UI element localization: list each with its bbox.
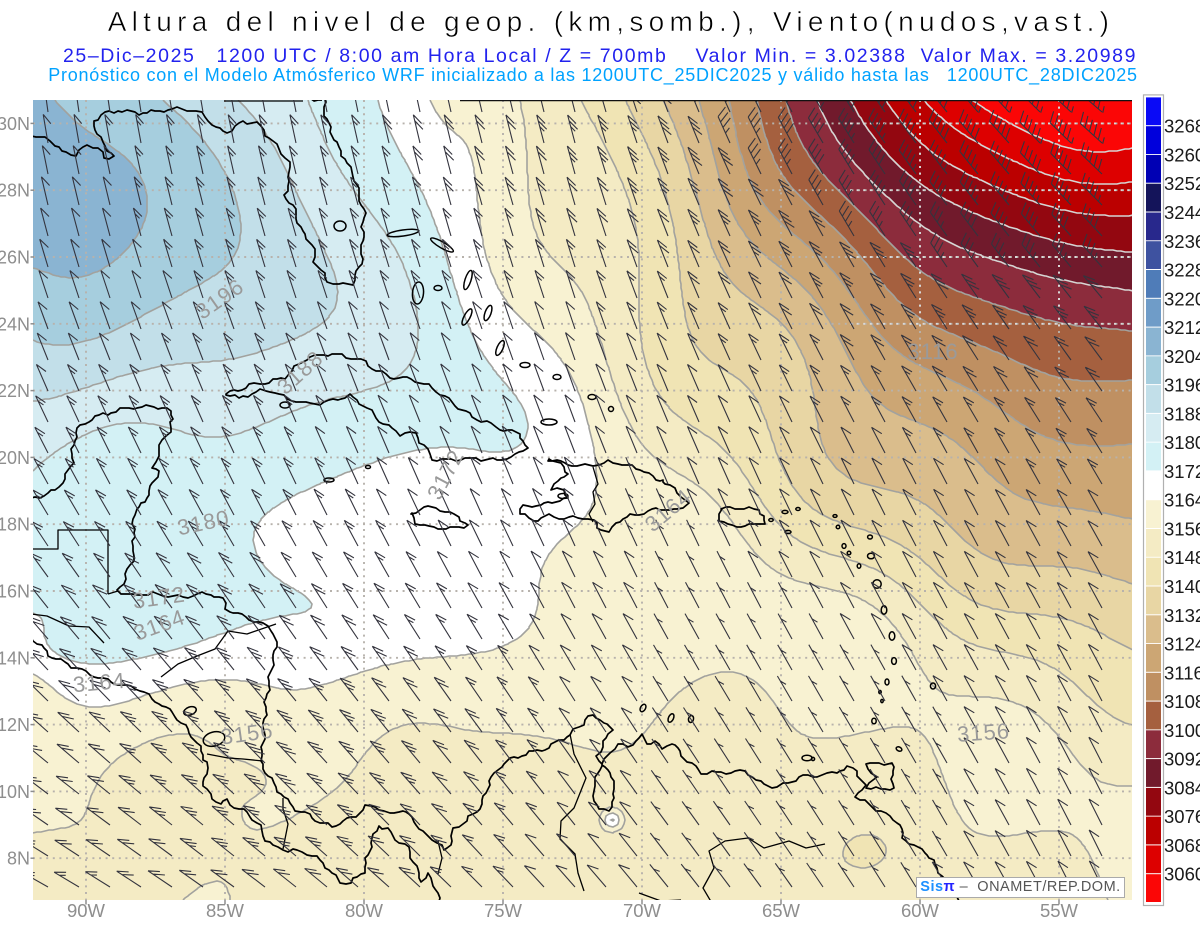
svg-text:3156: 3156 xyxy=(1164,519,1200,540)
svg-text:3164: 3164 xyxy=(72,668,127,698)
svg-text:3084: 3084 xyxy=(1164,777,1200,798)
svg-text:55W: 55W xyxy=(1040,900,1079,921)
svg-text:3188: 3188 xyxy=(1164,403,1200,424)
svg-text:3228: 3228 xyxy=(1164,260,1200,281)
svg-text:65W: 65W xyxy=(762,900,801,921)
svg-text:3132: 3132 xyxy=(1164,605,1200,626)
svg-text:16N: 16N xyxy=(0,582,30,602)
svg-text:3268: 3268 xyxy=(1164,116,1200,137)
svg-text:3060: 3060 xyxy=(1164,864,1200,885)
svg-text:80W: 80W xyxy=(345,900,384,921)
svg-text:3124: 3124 xyxy=(1164,634,1200,655)
svg-text:22N: 22N xyxy=(0,381,30,401)
svg-text:3116: 3116 xyxy=(907,339,958,364)
svg-text:3252: 3252 xyxy=(1164,173,1200,194)
svg-text:3156: 3156 xyxy=(956,718,1011,747)
svg-text:3140: 3140 xyxy=(1164,576,1200,597)
svg-text:70W: 70W xyxy=(623,900,662,921)
svg-text:8N: 8N xyxy=(7,849,30,869)
svg-text:20N: 20N xyxy=(0,448,30,468)
svg-text:3076: 3076 xyxy=(1164,806,1200,827)
svg-text:3180: 3180 xyxy=(1164,432,1200,453)
svg-text:28N: 28N xyxy=(0,181,30,201)
svg-text:14N: 14N xyxy=(0,648,30,668)
svg-text:24N: 24N xyxy=(0,314,30,334)
svg-text:18N: 18N xyxy=(0,515,30,535)
svg-text:75W: 75W xyxy=(484,900,523,921)
svg-text:60W: 60W xyxy=(901,900,940,921)
svg-text:3204: 3204 xyxy=(1164,346,1200,367)
svg-text:3244: 3244 xyxy=(1164,202,1200,223)
svg-text:3092: 3092 xyxy=(1164,749,1200,770)
svg-text:3100: 3100 xyxy=(1164,720,1200,741)
svg-text:3164: 3164 xyxy=(1164,490,1200,511)
svg-text:26N: 26N xyxy=(0,248,30,268)
svg-text:10N: 10N xyxy=(0,782,30,802)
svg-text:3220: 3220 xyxy=(1164,288,1200,309)
svg-text:90W: 90W xyxy=(67,900,106,921)
svg-text:3212: 3212 xyxy=(1164,317,1200,338)
svg-text:3068: 3068 xyxy=(1164,835,1200,856)
svg-text:85W: 85W xyxy=(206,900,245,921)
svg-text:30N: 30N xyxy=(0,114,30,134)
svg-text:12N: 12N xyxy=(0,715,30,735)
svg-text:3236: 3236 xyxy=(1164,231,1200,252)
svg-text:3196: 3196 xyxy=(1164,375,1200,396)
svg-text:3116: 3116 xyxy=(1164,662,1200,683)
svg-text:3260: 3260 xyxy=(1164,144,1200,165)
svg-text:3148: 3148 xyxy=(1164,547,1200,568)
svg-text:3108: 3108 xyxy=(1164,691,1200,712)
svg-text:3172: 3172 xyxy=(1164,461,1200,482)
